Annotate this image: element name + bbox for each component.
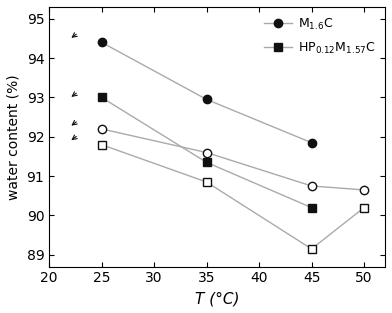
X-axis label: T (°C): T (°C): [195, 291, 240, 306]
Y-axis label: water content (%): water content (%): [7, 74, 21, 200]
Legend: M$_{1.6}$C, HP$_{0.12}$M$_{1.57}$C: M$_{1.6}$C, HP$_{0.12}$M$_{1.57}$C: [260, 13, 379, 60]
